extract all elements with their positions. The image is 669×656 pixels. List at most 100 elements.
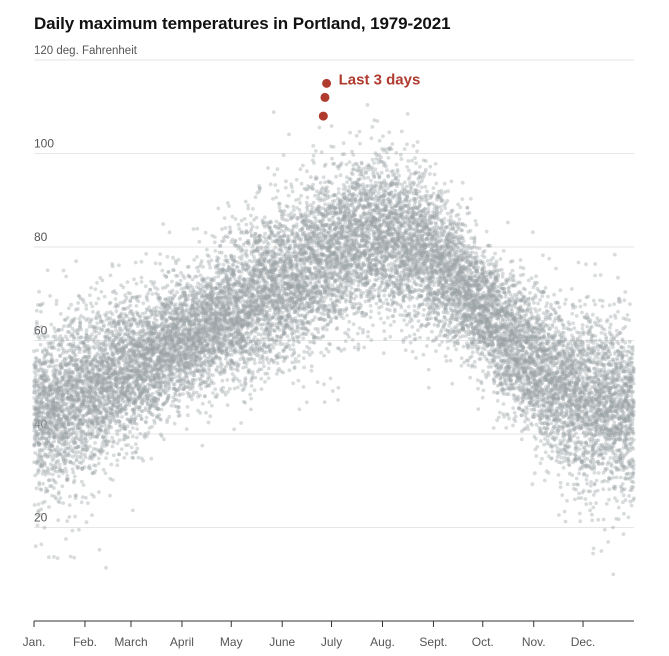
history-dot bbox=[204, 410, 208, 415]
history-dot bbox=[50, 423, 54, 428]
history-dot bbox=[230, 332, 234, 337]
history-dot bbox=[89, 379, 94, 384]
history-dot bbox=[383, 147, 388, 152]
history-dot bbox=[54, 298, 59, 303]
y-tick-label: 80 bbox=[34, 230, 48, 244]
history-dot bbox=[91, 411, 95, 416]
history-dot bbox=[88, 444, 92, 449]
history-dot bbox=[439, 198, 444, 202]
history-dot bbox=[406, 159, 411, 163]
history-dot bbox=[187, 331, 192, 336]
history-dot bbox=[37, 448, 42, 453]
history-dot bbox=[433, 257, 438, 261]
history-dot bbox=[432, 323, 437, 327]
history-dot bbox=[243, 199, 248, 204]
history-dot bbox=[197, 239, 202, 244]
history-dot bbox=[561, 343, 566, 348]
history-dot bbox=[498, 257, 503, 261]
history-dot bbox=[293, 290, 297, 295]
history-dot bbox=[616, 309, 620, 314]
history-dot bbox=[162, 273, 167, 278]
history-dot bbox=[98, 378, 103, 383]
history-dot bbox=[70, 467, 75, 472]
history-dot bbox=[284, 179, 288, 184]
history-dot bbox=[272, 276, 276, 281]
history-dot bbox=[353, 253, 357, 258]
history-dot bbox=[57, 474, 61, 479]
history-dot bbox=[236, 315, 240, 320]
history-dot bbox=[134, 442, 138, 446]
history-dot bbox=[285, 262, 290, 266]
history-dot bbox=[402, 318, 407, 323]
history-dot bbox=[209, 300, 214, 304]
history-dot bbox=[143, 366, 147, 371]
history-dot bbox=[392, 259, 397, 264]
history-dot bbox=[201, 380, 206, 385]
history-dot bbox=[384, 298, 389, 302]
history-dot bbox=[110, 444, 115, 449]
history-dot bbox=[159, 363, 164, 368]
history-dot bbox=[46, 399, 51, 403]
history-dot bbox=[68, 377, 72, 382]
history-dot bbox=[414, 356, 418, 360]
history-dot bbox=[137, 362, 142, 367]
history-dot bbox=[440, 285, 445, 289]
history-dot bbox=[301, 336, 306, 341]
history-dot bbox=[232, 299, 237, 303]
history-dot bbox=[469, 322, 474, 327]
history-dot bbox=[323, 289, 328, 294]
history-dot bbox=[308, 236, 312, 241]
history-dot bbox=[256, 290, 261, 294]
history-dot bbox=[436, 312, 440, 317]
history-dot bbox=[593, 273, 597, 278]
history-dot bbox=[34, 430, 39, 434]
history-dot bbox=[379, 170, 384, 175]
history-dot bbox=[123, 370, 128, 375]
history-dot bbox=[565, 326, 569, 331]
history-dot bbox=[443, 303, 448, 308]
history-dot bbox=[117, 407, 122, 412]
history-dot bbox=[337, 275, 342, 280]
history-dot bbox=[417, 189, 422, 194]
history-dot bbox=[178, 278, 183, 283]
history-dot bbox=[476, 288, 480, 293]
history-dot bbox=[303, 288, 308, 292]
history-dot bbox=[264, 291, 268, 296]
history-dot bbox=[115, 458, 120, 463]
history-dot bbox=[55, 445, 60, 449]
history-dot bbox=[626, 515, 631, 520]
history-dot bbox=[355, 249, 360, 254]
history-dot bbox=[376, 191, 381, 195]
history-dot bbox=[190, 338, 195, 343]
history-dot bbox=[76, 301, 80, 305]
history-dot bbox=[55, 427, 60, 431]
history-dot bbox=[305, 320, 310, 324]
history-dot bbox=[257, 189, 262, 194]
history-dot bbox=[563, 302, 567, 306]
history-dot bbox=[95, 280, 99, 285]
history-dot bbox=[330, 276, 334, 280]
history-dot bbox=[615, 358, 620, 362]
history-dot bbox=[200, 306, 205, 311]
history-dot bbox=[314, 285, 319, 289]
history-dot bbox=[86, 501, 90, 505]
history-dot bbox=[220, 325, 225, 330]
history-dot bbox=[291, 381, 296, 386]
history-dot bbox=[363, 170, 368, 175]
history-dot bbox=[301, 356, 306, 360]
history-dot bbox=[64, 537, 68, 541]
history-dot bbox=[428, 164, 433, 169]
history-dot bbox=[191, 227, 196, 231]
history-dot bbox=[48, 294, 52, 298]
history-dot bbox=[302, 349, 307, 354]
history-dot bbox=[539, 439, 543, 443]
history-dot bbox=[328, 376, 333, 381]
history-dot bbox=[227, 283, 232, 288]
history-dot bbox=[58, 354, 62, 358]
history-dot bbox=[239, 421, 244, 425]
history-dot bbox=[266, 366, 271, 371]
history-dot bbox=[78, 417, 83, 422]
history-dot bbox=[448, 223, 453, 227]
history-dot bbox=[447, 252, 452, 256]
history-dot bbox=[64, 274, 68, 279]
